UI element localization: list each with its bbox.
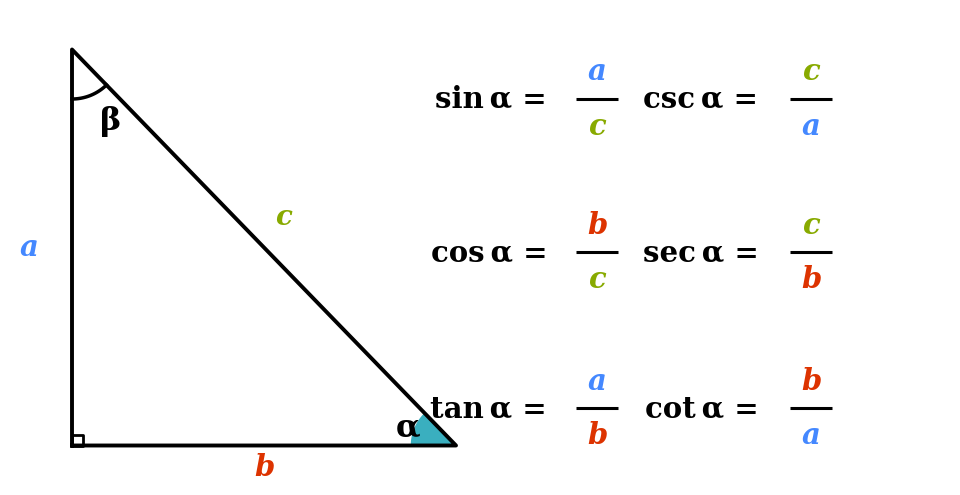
Text: b: b (587, 421, 608, 450)
Text: b: b (253, 453, 275, 482)
Text: a: a (588, 367, 607, 396)
Text: c: c (803, 211, 820, 240)
Text: β: β (100, 106, 121, 137)
Text: sec α =: sec α = (642, 238, 758, 267)
Text: c: c (275, 204, 292, 231)
Text: a: a (19, 233, 38, 262)
Text: a: a (802, 112, 821, 141)
Text: c: c (803, 57, 820, 86)
Text: cos α =: cos α = (431, 238, 547, 267)
Text: tan α =: tan α = (430, 394, 547, 423)
Text: sin α =: sin α = (436, 85, 547, 113)
Text: b: b (801, 265, 822, 294)
Text: c: c (588, 265, 606, 294)
Text: csc α =: csc α = (643, 85, 758, 113)
Text: a: a (802, 421, 821, 450)
Text: a: a (588, 57, 607, 86)
Text: cot α =: cot α = (645, 394, 758, 423)
Text: b: b (587, 211, 608, 240)
Polygon shape (412, 413, 456, 446)
Text: α: α (396, 413, 420, 444)
Text: c: c (588, 112, 606, 141)
Text: b: b (801, 367, 822, 396)
